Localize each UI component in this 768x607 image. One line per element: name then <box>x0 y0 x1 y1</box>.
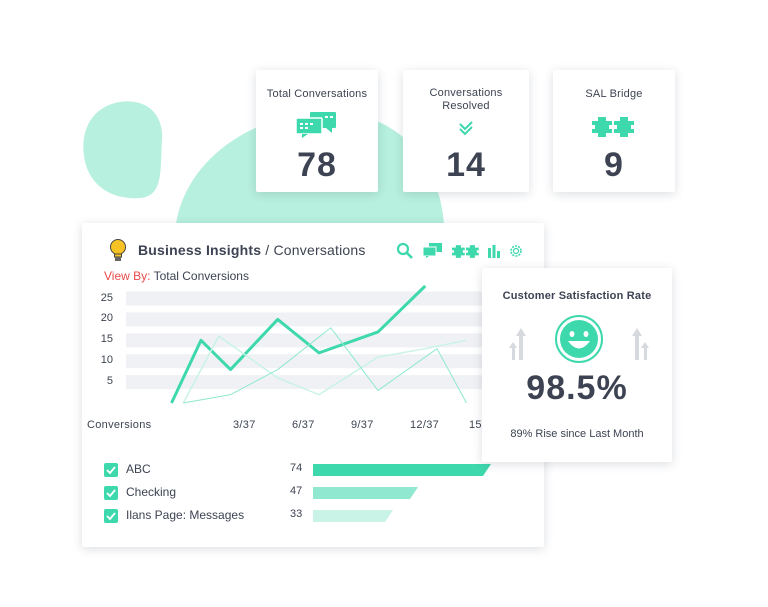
stat-value: 78 <box>297 146 337 184</box>
x-tick-label: 9/37 <box>351 419 374 431</box>
series-line-1 <box>170 284 427 404</box>
view-by-value: Total Conversions <box>150 269 249 283</box>
chat-bubbles-icon[interactable] <box>422 243 443 263</box>
checkbox[interactable] <box>104 463 118 477</box>
csat-subtitle: 89% Rise since Last Month <box>510 428 644 440</box>
series-line-2 <box>182 335 467 404</box>
bar-chart-icon[interactable] <box>488 245 500 263</box>
row-count: 47 <box>290 485 303 497</box>
y-tick-label: 25 <box>100 291 113 304</box>
row-bar-fill <box>313 487 419 499</box>
double-check-icon <box>459 121 473 136</box>
x-tick-label: 3/37 <box>233 419 256 431</box>
x-tick-label: Conversions <box>87 419 152 431</box>
stat-card-total-conversations[interactable]: Total Conversations 78 <box>256 70 378 192</box>
view-by-selector[interactable]: View By: Total Conversions <box>104 269 249 283</box>
checkbox[interactable] <box>104 486 118 500</box>
stat-label: Total Conversations <box>266 88 368 100</box>
stat-card-conversations-resolved[interactable]: Conversations Resolved 14 <box>403 70 529 192</box>
title-bold: Business Insights <box>138 242 262 258</box>
conversions-line-chart <box>126 284 486 404</box>
row-bar <box>313 510 394 522</box>
stat-value: 14 <box>446 146 486 184</box>
y-tick-label: 5 <box>106 375 113 388</box>
grid-band <box>126 312 486 327</box>
grid-band <box>126 333 486 348</box>
stat-value: 9 <box>604 146 624 184</box>
search-icon[interactable] <box>396 242 414 265</box>
business-insights-card: Business Insights / Conversations View B… <box>82 223 544 547</box>
stat-label: SAL Bridge <box>585 88 643 100</box>
row-bar <box>313 487 419 499</box>
lightbulb-icon <box>110 239 126 261</box>
row-label: ABC <box>126 462 151 476</box>
row-count: 74 <box>290 462 303 474</box>
csat-title: Customer Satisfaction Rate <box>502 290 652 302</box>
grid-band <box>126 291 486 306</box>
y-tick-label: 10 <box>100 354 113 367</box>
background-blob-small <box>83 101 163 199</box>
puzzle-icon <box>592 117 634 137</box>
x-tick-label: 12/37 <box>410 419 440 431</box>
row-label: Checking <box>126 485 177 499</box>
puzzle-icon[interactable] <box>452 245 480 263</box>
row-label: Ilans Page: Messages <box>126 508 245 522</box>
arrow-up-icon <box>632 328 649 360</box>
page-title: Business Insights / Conversations <box>138 242 366 258</box>
csat-value: 98.5% <box>526 369 628 407</box>
chat-bubbles-icon <box>296 112 336 138</box>
row-count: 33 <box>290 508 303 520</box>
y-tick-label: 20 <box>100 312 113 325</box>
customer-satisfaction-card: Customer Satisfaction Rate 98.5% 89% Ris… <box>482 268 672 462</box>
arrow-up-icon <box>509 328 526 360</box>
row-bar-fill <box>313 464 491 476</box>
row-bar <box>313 464 491 476</box>
grid-band <box>126 354 486 369</box>
y-tick-label: 15 <box>100 333 113 346</box>
series-line-3 <box>183 327 467 404</box>
title-rest: Conversations <box>273 242 366 258</box>
row-bar-fill <box>313 510 394 522</box>
view-by-label: View By: <box>104 269 151 283</box>
stat-card-sal-bridge[interactable]: SAL Bridge 9 <box>553 70 675 192</box>
stat-label: Conversations Resolved <box>429 87 503 112</box>
x-tick-label: 6/37 <box>292 419 315 431</box>
grid-band <box>126 375 486 390</box>
smiley-face-icon <box>555 315 603 363</box>
checkbox[interactable] <box>104 509 118 523</box>
title-separator: / <box>261 242 274 258</box>
gear-icon[interactable] <box>509 244 523 263</box>
